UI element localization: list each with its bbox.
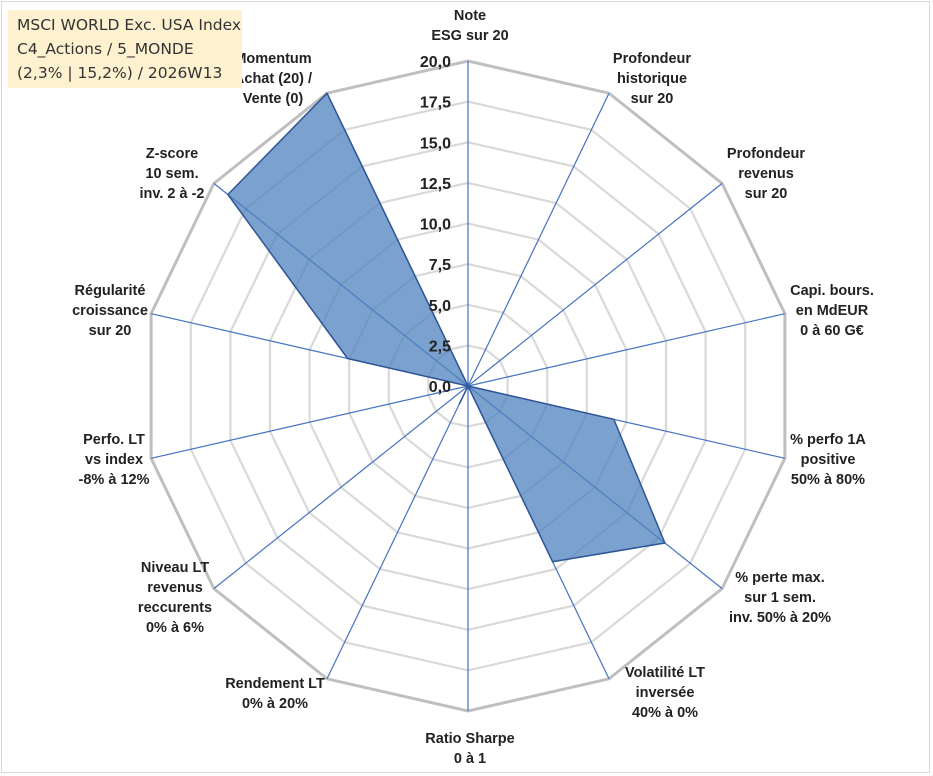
tick-label-1: 2,5 xyxy=(429,338,451,355)
title-line-2: C4_Actions / 5_MONDE xyxy=(17,40,194,58)
tick-label-8: 20,0 xyxy=(420,54,451,71)
axis-label-6-line-1: inversée xyxy=(636,685,695,701)
axis-label-12-line-1: 10 sem. xyxy=(145,166,198,182)
tick-label-4: 10,0 xyxy=(420,217,451,234)
axis-label-8-line-0: Rendement LT xyxy=(225,676,325,692)
axis-label-9-line-2: reccurents xyxy=(138,600,212,616)
series-area-0 xyxy=(227,92,666,563)
axis-label-12-line-2: inv. 2 à -2 xyxy=(139,186,204,202)
axis-label-3-line-2: 0 à 60 G€ xyxy=(800,323,864,339)
axis-label-3-line-0: Capi. bours. xyxy=(790,283,874,299)
axis-label-2-line-2: sur 20 xyxy=(745,186,788,202)
axis-label-11-line-1: croissance xyxy=(72,303,148,319)
axis-label-1-line-2: sur 20 xyxy=(631,91,674,107)
axis-label-12-line-0: Z-score xyxy=(146,146,198,162)
axis-label-1-line-0: Profondeur xyxy=(613,51,691,67)
axis-label-11-line-2: sur 20 xyxy=(89,323,132,339)
axis-label-9-line-1: revenus xyxy=(147,580,203,596)
axis-spoke-1 xyxy=(467,92,610,387)
axis-spoke-10 xyxy=(150,385,469,459)
axis-spoke-2 xyxy=(467,182,723,387)
axis-label-9-line-0: Niveau LT xyxy=(141,560,209,576)
radar-tick-labels: 0,0 2,5 5,0 7,5 10,0 12,5 15,0 17,5 20,0 xyxy=(420,54,451,396)
axis-spoke-8 xyxy=(326,385,469,680)
axis-label-2-line-0: Profondeur xyxy=(727,146,805,162)
axis-label-8-line-1: 0% à 20% xyxy=(242,696,308,712)
axis-label-7-line-1: 0 à 1 xyxy=(454,751,486,767)
chart-title-box: MSCI WORLD Exc. USA Index C4_Actions / 5… xyxy=(8,10,242,88)
axis-label-13-line-0: Momentum xyxy=(234,51,311,67)
axis-label-5-line-1: sur 1 sem. xyxy=(744,590,816,606)
axis-label-10-line-2: -8% à 12% xyxy=(79,472,150,488)
axis-label-13-line-2: Vente (0) xyxy=(243,91,304,107)
axis-label-4-line-2: 50% à 80% xyxy=(791,472,865,488)
axis-label-5-line-2: inv. 50% à 20% xyxy=(729,610,831,626)
axis-label-5-line-0: % perte max. xyxy=(735,570,824,586)
axis-label-2-line-1: revenus xyxy=(738,166,794,182)
axis-label-0-line-0: Note xyxy=(454,8,486,24)
axis-label-3-line-1: en MdEUR xyxy=(796,303,869,319)
radar-series xyxy=(227,92,666,563)
axis-label-4-line-0: % perfo 1A xyxy=(790,432,866,448)
tick-label-2: 5,0 xyxy=(429,298,451,315)
axis-spoke-3 xyxy=(467,313,786,387)
axis-label-11-line-0: Régularité xyxy=(75,283,146,299)
axis-label-0-line-1: ESG sur 20 xyxy=(431,28,508,44)
title-line-3: (2,3% | 15,2%) / 2026W13 xyxy=(17,64,223,82)
axis-label-10-line-0: Perfo. LT xyxy=(83,432,145,448)
axis-spoke-9 xyxy=(213,385,469,590)
tick-label-0: 0,0 xyxy=(429,379,451,396)
axis-label-1-line-1: historique xyxy=(617,71,687,87)
axis-label-7-line-0: Ratio Sharpe xyxy=(425,731,514,747)
axis-label-6-line-2: 40% à 0% xyxy=(632,705,698,721)
tick-label-7: 17,5 xyxy=(420,95,451,112)
title-line-1: MSCI WORLD Exc. USA Index xyxy=(17,16,242,34)
axis-label-10-line-1: vs index xyxy=(85,452,143,468)
tick-label-6: 15,0 xyxy=(420,135,451,152)
axis-label-13-line-1: Achat (20) / xyxy=(234,71,312,87)
tick-label-3: 7,5 xyxy=(429,257,451,274)
axis-label-6-line-0: Volatilité LT xyxy=(625,665,705,681)
radar-axis-labels: Note ESG sur 20 Profondeur historique sur 20… xyxy=(72,8,874,767)
axis-label-4-line-1: positive xyxy=(801,452,856,468)
tick-label-5: 12,5 xyxy=(420,176,451,193)
axis-label-9-line-3: 0% à 6% xyxy=(146,620,204,636)
